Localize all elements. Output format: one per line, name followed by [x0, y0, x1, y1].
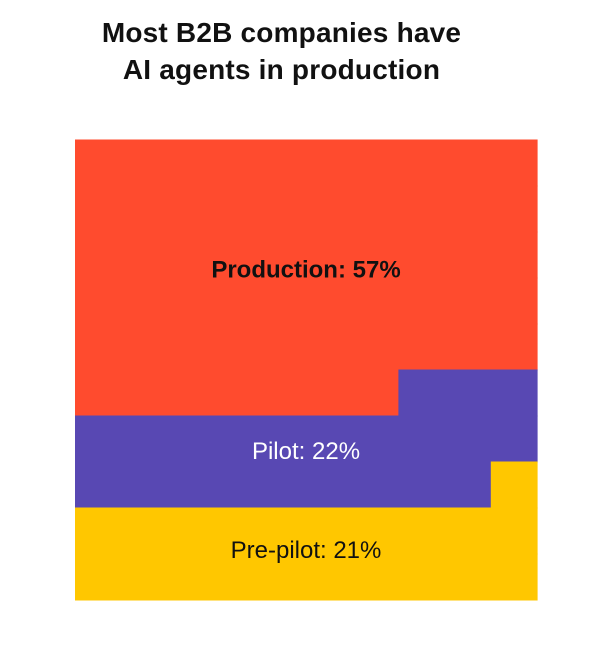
segment-pre-pilot-row-8: [75, 507, 538, 555]
segment-label-pilot: Pilot: 22%: [252, 438, 360, 465]
segment-production-row-3: [75, 277, 538, 325]
segment-label-pre-pilot: Pre-pilot: 21%: [231, 537, 382, 564]
segment-production: [75, 139, 538, 417]
segment-label-production: Production: 57%: [211, 256, 400, 283]
segment-pilot: [75, 369, 538, 509]
chart-title-line-2: AI agents in production: [122, 54, 441, 85]
segment-pilot-row-5: [398, 369, 538, 417]
segment-pilot-row-6: [75, 415, 538, 463]
segment-production-row-2: [75, 231, 538, 279]
segment-pre-pilot-row-9: [75, 553, 538, 601]
segment-pilot-row-7: [75, 461, 492, 509]
segment-production-row-1: [75, 185, 538, 233]
segment-pre-pilot: [75, 461, 538, 601]
segment-production-row-4: [75, 323, 538, 371]
segment-production-row-0: [75, 139, 538, 187]
segment-production-row-5: [75, 369, 399, 417]
segment-pre-pilot-row-7: [490, 461, 538, 509]
chart-title-line-1: Most B2B companies have: [101, 17, 462, 48]
chart-title: Most B2B companies have AI agents in pro…: [0, 14, 563, 88]
